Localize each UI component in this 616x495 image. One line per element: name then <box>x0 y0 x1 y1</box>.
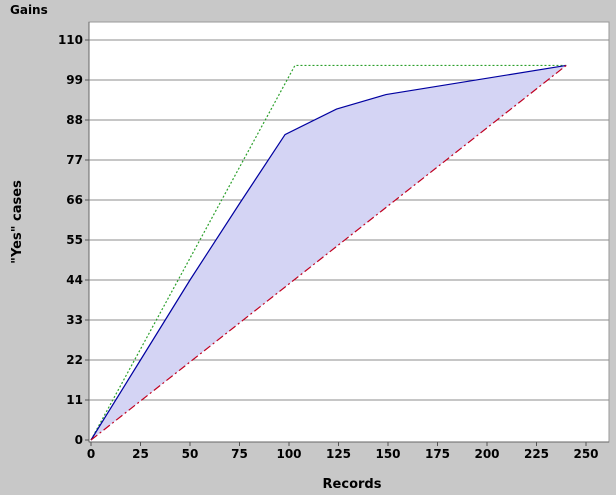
y-tick-label: 11 <box>66 393 83 407</box>
chart-title: Gains <box>10 3 48 17</box>
gains-line <box>90 64 567 441</box>
y-tick-label: 99 <box>66 73 83 87</box>
x-tick-label: 125 <box>326 447 351 461</box>
x-axis-label: Records <box>323 477 382 492</box>
x-ticks: 0 25 50 75 100 125 150 175 200 225 250 <box>87 442 599 461</box>
axes <box>88 22 609 443</box>
y-tick-label: 22 <box>66 353 83 367</box>
y-tick-label: 44 <box>66 273 83 287</box>
x-tick-label: 0 <box>87 447 95 461</box>
x-tick-label: 250 <box>573 447 598 461</box>
y-tick-label: 0 <box>75 433 83 447</box>
y-tick-label: 77 <box>66 153 83 167</box>
x-tick-label: 50 <box>182 447 199 461</box>
x-tick-label: 150 <box>375 447 400 461</box>
y-axis-label: "Yes" cases <box>10 180 25 264</box>
baseline-line <box>90 64 567 441</box>
y-tick-label: 33 <box>66 313 83 327</box>
x-tick-label: 175 <box>425 447 450 461</box>
y-ticks: 0 11 22 33 44 55 66 77 88 99 110 <box>58 33 89 447</box>
y-tick-label: 88 <box>66 113 83 127</box>
y-tick-label: 55 <box>66 233 83 247</box>
series-lines <box>90 64 567 441</box>
x-tick-label: 75 <box>231 447 248 461</box>
x-tick-label: 225 <box>524 447 549 461</box>
y-tick-label: 110 <box>58 33 83 47</box>
x-tick-label: 100 <box>276 447 301 461</box>
x-tick-label: 200 <box>474 447 499 461</box>
x-tick-label: 25 <box>132 447 149 461</box>
y-tick-label: 66 <box>66 193 83 207</box>
